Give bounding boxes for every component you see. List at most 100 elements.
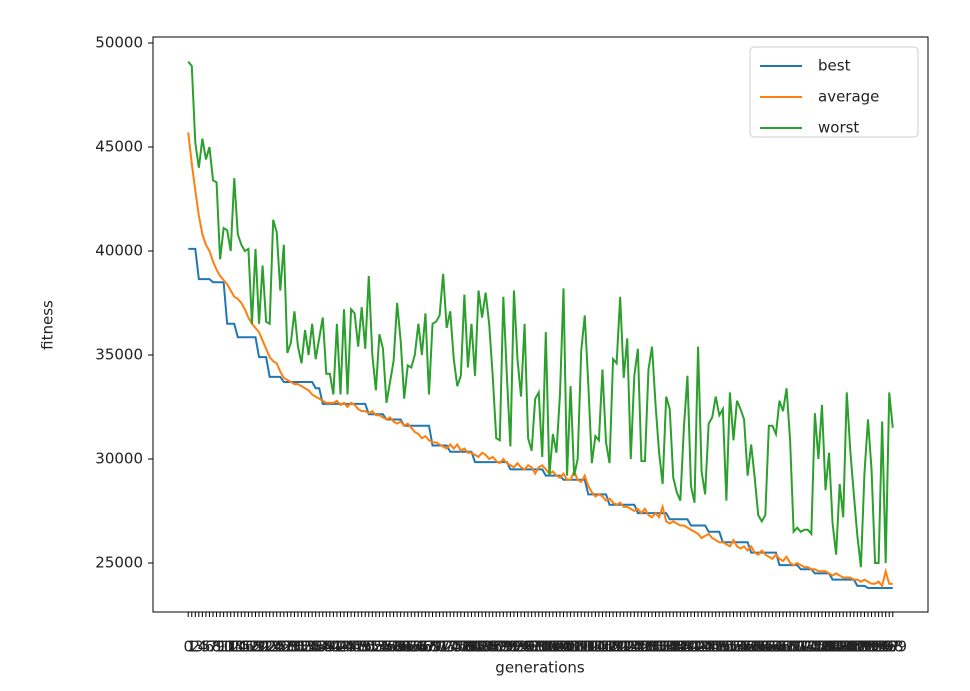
x-tick-label: 36 <box>306 638 325 656</box>
x-tick-label: 2 <box>191 638 201 656</box>
x-tick-label: 106 <box>549 638 578 656</box>
x-tick-label: 100 <box>528 638 557 656</box>
x-tick-label: 111 <box>567 638 596 656</box>
x-tick-label: 126 <box>620 638 649 656</box>
x-tick-label: 99 <box>529 638 548 656</box>
x-tick-label: 51 <box>359 638 378 656</box>
x-tick-label: 9 <box>215 638 225 656</box>
y-tick-label: 40000 <box>95 241 143 259</box>
x-tick-label: 112 <box>570 638 599 656</box>
x-tick-label: 40 <box>320 638 339 656</box>
x-tick-label: 134 <box>648 638 677 656</box>
x-tick-label: 172 <box>783 638 812 656</box>
x-tick-label: 56 <box>377 638 396 656</box>
x-tick-label: 58 <box>384 638 403 656</box>
x-tick-label: 21 <box>253 638 272 656</box>
x-tick-label: 55 <box>373 638 392 656</box>
x-tick-label: 138 <box>662 638 691 656</box>
x-tick-label: 159 <box>737 638 766 656</box>
x-tick-label: 114 <box>578 638 607 656</box>
x-tick-label: 15 <box>232 638 251 656</box>
x-tick-label: 140 <box>670 638 699 656</box>
x-tick-label: 103 <box>539 638 568 656</box>
x-tick-label: 49 <box>352 638 371 656</box>
x-tick-label: 141 <box>673 638 702 656</box>
x-tick-label: 53 <box>366 638 385 656</box>
x-tick-label: 4 <box>198 638 208 656</box>
x-tick-label: 76 <box>448 638 467 656</box>
x-tick-label: 1 <box>187 638 197 656</box>
x-tick-label: 123 <box>609 638 638 656</box>
x-tick-label: 13 <box>225 638 244 656</box>
legend-box <box>749 46 919 138</box>
x-tick-label: 120 <box>599 638 628 656</box>
x-tick-label: 95 <box>515 638 534 656</box>
x-tick-label: 24 <box>264 638 283 656</box>
y-tick-label: 25000 <box>95 553 143 571</box>
x-tick-label: 0 <box>183 638 193 656</box>
x-tick-label: 157 <box>730 638 759 656</box>
x-tick-label: 108 <box>556 638 585 656</box>
x-tick-label: 179 <box>808 638 837 656</box>
legend-label: worst <box>818 119 859 137</box>
x-tick-label: 83 <box>473 638 492 656</box>
x-tick-label: 33 <box>296 638 315 656</box>
x-tick-label: 30 <box>285 638 304 656</box>
line-average <box>187 132 893 589</box>
x-tick-label: 23 <box>260 638 279 656</box>
x-tick-label: 184 <box>825 638 854 656</box>
x-tick-label: 175 <box>793 638 822 656</box>
x-tick-label: 116 <box>585 638 614 656</box>
x-tick-label: 79 <box>458 638 477 656</box>
x-tick-label: 171 <box>779 638 808 656</box>
x-tick-label: 50 <box>356 638 375 656</box>
x-tick-label: 107 <box>553 638 582 656</box>
x-tick-label: 169 <box>772 638 801 656</box>
y-tick-label: 45000 <box>95 137 143 155</box>
x-tick-label: 149 <box>701 638 730 656</box>
x-tick-label: 131 <box>638 638 667 656</box>
x-tick-label: 146 <box>691 638 720 656</box>
x-tick-label: 96 <box>519 638 538 656</box>
x-tick-label: 128 <box>627 638 656 656</box>
x-tick-label: 77 <box>451 638 470 656</box>
x-tick-label: 174 <box>790 638 819 656</box>
x-tick-label: 47 <box>345 638 364 656</box>
x-tick-label: 98 <box>526 638 545 656</box>
x-tick-label: 199 <box>878 638 907 656</box>
y-tick-label: 30000 <box>95 449 143 467</box>
x-tick-label: 78 <box>455 638 474 656</box>
x-tick-label: 42 <box>327 638 346 656</box>
x-tick-label: 8 <box>212 638 222 656</box>
x-tick-label: 94 <box>511 638 530 656</box>
x-tick-label: 37 <box>310 638 329 656</box>
x-tick-label: 66 <box>412 638 431 656</box>
x-tick-label: 188 <box>840 638 869 656</box>
x-tick-label: 91 <box>501 638 520 656</box>
x-tick-label: 85 <box>480 638 499 656</box>
x-tick-label: 125 <box>616 638 645 656</box>
x-tick-label: 22 <box>257 638 276 656</box>
x-tick-label: 173 <box>786 638 815 656</box>
x-tick-label: 48 <box>349 638 368 656</box>
x-tick-label: 52 <box>363 638 382 656</box>
x-tick-label: 38 <box>313 638 332 656</box>
x-tick-label: 69 <box>423 638 442 656</box>
x-tick-label: 153 <box>716 638 745 656</box>
x-tick-label: 90 <box>497 638 516 656</box>
x-tick-label: 177 <box>801 638 830 656</box>
x-tick-label: 121 <box>602 638 631 656</box>
x-axis-label: generations <box>495 659 585 677</box>
x-tick-label: 86 <box>483 638 502 656</box>
x-tick-label: 75 <box>444 638 463 656</box>
x-tick-label: 160 <box>740 638 769 656</box>
x-tick-label: 152 <box>712 638 741 656</box>
x-tick-label: 104 <box>542 638 571 656</box>
x-tick-label: 62 <box>398 638 417 656</box>
x-tick-label: 155 <box>723 638 752 656</box>
x-tick-label: 65 <box>409 638 428 656</box>
x-tick-label: 130 <box>634 638 663 656</box>
x-tick-label: 19 <box>246 638 265 656</box>
x-tick-label: 31 <box>288 638 307 656</box>
x-tick-label: 109 <box>560 638 589 656</box>
